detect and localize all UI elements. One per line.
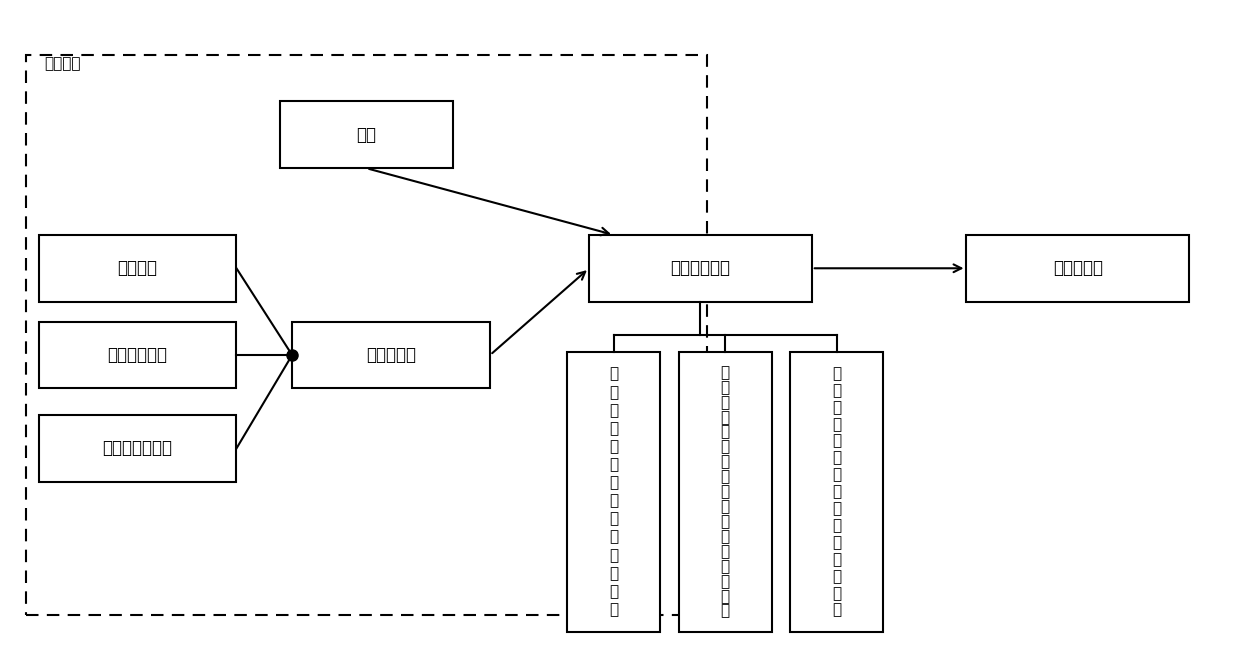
Text: 模: 模 — [609, 493, 619, 509]
Text: 资产关联性: 资产关联性 — [366, 346, 417, 364]
Text: 弱点渗透关系: 弱点渗透关系 — [108, 346, 167, 364]
Bar — [589, 235, 812, 302]
Text: 基: 基 — [609, 366, 619, 382]
Bar — [38, 415, 237, 482]
Bar — [280, 101, 453, 168]
Text: 虑: 虑 — [832, 383, 841, 398]
Text: 信: 信 — [609, 403, 619, 418]
Bar — [26, 55, 707, 615]
Text: 渗: 渗 — [720, 425, 729, 440]
Text: 的: 的 — [720, 499, 729, 514]
Text: 系: 系 — [720, 484, 729, 499]
Text: 关: 关 — [609, 439, 619, 454]
Text: 高: 高 — [832, 433, 841, 449]
Text: 透: 透 — [720, 440, 729, 454]
Text: 互: 互 — [832, 468, 841, 482]
Text: 的: 的 — [609, 475, 619, 490]
Text: 任: 任 — [609, 421, 619, 436]
Bar — [790, 352, 883, 632]
Text: 的: 的 — [832, 501, 841, 516]
Text: 考: 考 — [832, 366, 841, 381]
Text: 初: 初 — [609, 529, 619, 545]
Text: 关: 关 — [720, 470, 729, 484]
Text: 接: 接 — [720, 529, 729, 544]
Text: 联: 联 — [832, 484, 841, 499]
Bar — [678, 352, 771, 632]
Bar — [568, 352, 660, 632]
Text: 成: 成 — [720, 574, 729, 589]
Bar — [38, 235, 237, 302]
Text: 网络建模: 网络建模 — [45, 56, 81, 72]
Text: 直: 直 — [720, 514, 729, 529]
Text: 法: 法 — [720, 604, 729, 618]
Text: 络: 络 — [832, 417, 841, 431]
Text: 基: 基 — [720, 365, 729, 380]
Text: 生: 生 — [720, 559, 729, 574]
Bar — [966, 235, 1189, 302]
Text: 算: 算 — [720, 589, 729, 604]
Text: 资产: 资产 — [356, 126, 377, 144]
Text: 始: 始 — [609, 547, 619, 563]
Text: 化: 化 — [609, 565, 619, 581]
Text: 算: 算 — [832, 586, 841, 601]
Text: 的: 的 — [720, 454, 729, 470]
Text: 弱: 弱 — [720, 395, 729, 410]
Text: 模型生成算法: 模型生成算法 — [671, 259, 730, 277]
Text: 递: 递 — [832, 535, 841, 550]
Bar — [38, 322, 237, 389]
Text: 于: 于 — [720, 380, 729, 395]
Text: 边: 边 — [720, 544, 729, 559]
Text: 于: 于 — [609, 385, 619, 400]
Text: 法: 法 — [609, 602, 619, 617]
Text: 系: 系 — [609, 457, 619, 472]
Bar — [293, 322, 490, 389]
Text: 资产关联图: 资产关联图 — [1053, 259, 1102, 277]
Text: 网: 网 — [832, 400, 841, 415]
Text: 算: 算 — [609, 584, 619, 599]
Text: 度: 度 — [832, 450, 841, 466]
Text: 闭: 闭 — [832, 552, 841, 567]
Text: 包: 包 — [832, 569, 841, 584]
Text: 传: 传 — [832, 518, 841, 533]
Text: 法: 法 — [832, 602, 841, 618]
Text: 点: 点 — [720, 410, 729, 425]
Text: 型: 型 — [609, 511, 619, 527]
Text: 网络高度互联性: 网络高度互联性 — [103, 440, 172, 458]
Text: 信任关系: 信任关系 — [118, 259, 157, 277]
